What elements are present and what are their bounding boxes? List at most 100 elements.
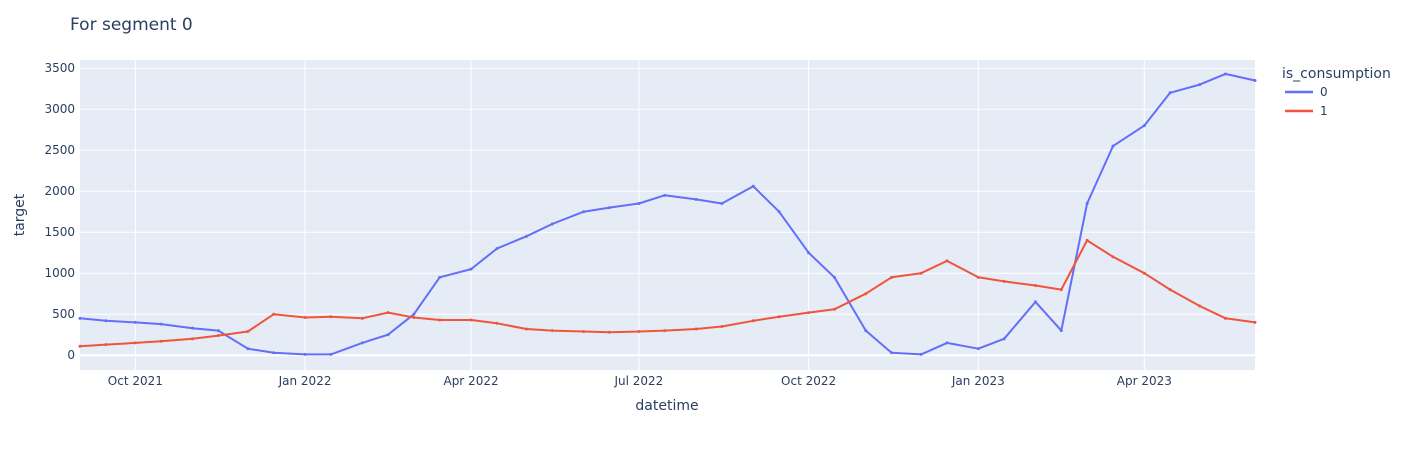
data-point-1 bbox=[607, 330, 611, 334]
data-point-0 bbox=[412, 312, 416, 316]
data-point-1 bbox=[582, 329, 586, 333]
data-point-0 bbox=[1223, 72, 1227, 76]
data-point-0 bbox=[78, 316, 82, 320]
data-point-0 bbox=[469, 267, 473, 271]
data-point-1 bbox=[329, 315, 333, 319]
data-point-0 bbox=[945, 341, 949, 345]
data-point-0 bbox=[303, 352, 307, 356]
data-point-1 bbox=[78, 344, 82, 348]
data-point-0 bbox=[524, 234, 528, 238]
x-tick-label: Jan 2023 bbox=[951, 374, 1005, 388]
y-tick-label: 2000 bbox=[44, 184, 75, 198]
data-point-0 bbox=[329, 352, 333, 356]
data-point-0 bbox=[246, 347, 250, 351]
data-point-0 bbox=[832, 275, 836, 279]
y-axis-title: target bbox=[12, 193, 28, 236]
y-tick-label: 0 bbox=[67, 348, 75, 362]
data-point-1 bbox=[1253, 320, 1257, 324]
data-point-1 bbox=[1085, 238, 1089, 242]
x-tick-label: Jan 2022 bbox=[278, 374, 332, 388]
data-point-0 bbox=[133, 320, 137, 324]
plot-area bbox=[80, 60, 1255, 370]
data-point-1 bbox=[976, 275, 980, 279]
data-point-0 bbox=[1142, 124, 1146, 128]
x-tick-label: Oct 2022 bbox=[781, 374, 836, 388]
y-tick-labels: 0 500 1000 1500 2000 2500 3000 3500 bbox=[44, 61, 75, 362]
data-point-0 bbox=[582, 210, 586, 214]
legend: is_consumption 0 1 bbox=[1282, 66, 1391, 118]
x-tick-label: Apr 2023 bbox=[1117, 374, 1172, 388]
data-point-1 bbox=[663, 329, 667, 333]
data-point-0 bbox=[663, 193, 667, 197]
legend-title: is_consumption bbox=[1282, 66, 1391, 82]
y-tick-label: 1500 bbox=[44, 225, 75, 239]
data-point-1 bbox=[1198, 304, 1202, 308]
data-point-1 bbox=[637, 329, 641, 333]
data-point-1 bbox=[751, 319, 755, 323]
data-point-1 bbox=[469, 318, 473, 322]
data-point-0 bbox=[272, 351, 276, 355]
data-point-1 bbox=[412, 316, 416, 320]
data-point-1 bbox=[246, 329, 250, 333]
data-point-1 bbox=[1142, 271, 1146, 275]
data-point-0 bbox=[607, 206, 611, 210]
y-tick-label: 500 bbox=[52, 307, 75, 321]
legend-item-1[interactable]: 1 bbox=[1285, 104, 1328, 118]
data-point-1 bbox=[945, 259, 949, 263]
data-point-1 bbox=[303, 316, 307, 320]
y-tick-label: 3500 bbox=[44, 61, 75, 75]
data-point-1 bbox=[1002, 279, 1006, 283]
data-point-1 bbox=[1059, 288, 1063, 292]
data-point-1 bbox=[890, 275, 894, 279]
data-point-1 bbox=[159, 339, 163, 343]
data-point-0 bbox=[751, 184, 755, 188]
data-point-1 bbox=[864, 292, 868, 296]
data-point-1 bbox=[777, 315, 781, 319]
data-point-1 bbox=[386, 311, 390, 315]
data-point-0 bbox=[438, 275, 442, 279]
data-point-1 bbox=[1168, 288, 1172, 292]
data-point-0 bbox=[104, 319, 108, 323]
x-axis-title: datetime bbox=[635, 398, 698, 414]
x-tick-label: Jul 2022 bbox=[613, 374, 663, 388]
data-point-1 bbox=[807, 311, 811, 315]
data-point-1 bbox=[1223, 316, 1227, 320]
data-point-1 bbox=[438, 318, 442, 322]
data-point-0 bbox=[1253, 79, 1257, 83]
data-point-1 bbox=[1111, 255, 1115, 259]
data-point-1 bbox=[524, 327, 528, 331]
data-point-0 bbox=[550, 222, 554, 226]
data-point-0 bbox=[720, 202, 724, 206]
data-point-1 bbox=[104, 343, 108, 347]
y-tick-label: 1000 bbox=[44, 266, 75, 280]
data-point-0 bbox=[637, 202, 641, 206]
data-point-1 bbox=[919, 271, 923, 275]
y-tick-label: 3000 bbox=[44, 102, 75, 116]
y-tick-label: 2500 bbox=[44, 143, 75, 157]
data-point-0 bbox=[495, 247, 499, 251]
series-layer bbox=[78, 72, 1257, 356]
data-point-0 bbox=[864, 329, 868, 333]
data-point-0 bbox=[191, 326, 195, 330]
data-point-0 bbox=[976, 347, 980, 351]
data-point-1 bbox=[832, 307, 836, 311]
data-point-0 bbox=[807, 251, 811, 255]
data-point-0 bbox=[1002, 337, 1006, 341]
data-point-0 bbox=[694, 197, 698, 201]
data-point-0 bbox=[777, 210, 781, 214]
data-point-1 bbox=[1033, 284, 1037, 288]
data-point-1 bbox=[216, 334, 220, 338]
data-point-0 bbox=[890, 351, 894, 355]
data-point-0 bbox=[1059, 329, 1063, 333]
data-point-0 bbox=[386, 333, 390, 337]
x-tick-labels: Oct 2021 Jan 2022 Apr 2022 Jul 2022 Oct 2022… bbox=[108, 374, 1172, 388]
data-point-0 bbox=[919, 352, 923, 356]
x-tick-label: Oct 2021 bbox=[108, 374, 163, 388]
data-point-0 bbox=[216, 329, 220, 333]
legend-item-0[interactable]: 0 bbox=[1285, 85, 1328, 99]
data-point-0 bbox=[1198, 83, 1202, 87]
data-point-1 bbox=[191, 337, 195, 341]
legend-label-0: 0 bbox=[1320, 85, 1328, 99]
data-point-1 bbox=[495, 321, 499, 325]
